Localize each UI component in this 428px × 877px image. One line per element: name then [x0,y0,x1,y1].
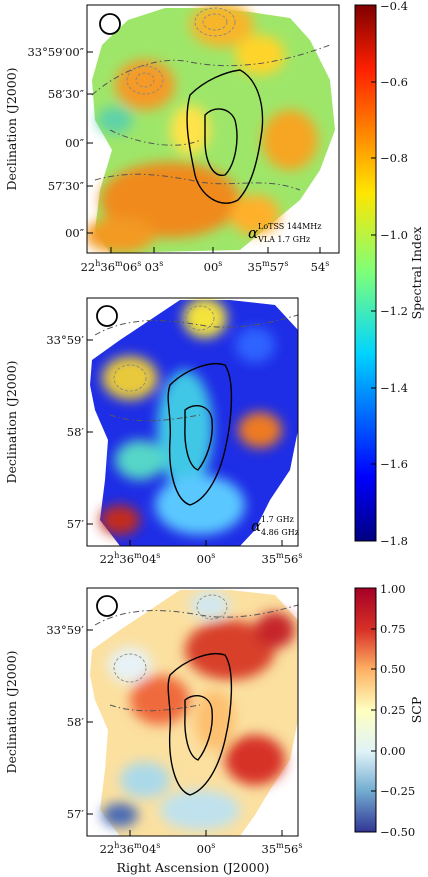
colorbar-tick-label: −1.6 [380,457,408,471]
annotation-alpha-top: α LoTSS 144MHz VLA 1.7 GHz [248,222,321,244]
ticks-top [87,51,321,253]
colorbar-tick-label: −0.4 [380,0,408,13]
colorbar-tick-label: −1.4 [380,381,408,395]
colorbar-ticks [371,4,376,542]
y-tick-label: 00″ [65,136,85,150]
x-tick-label: 54s [311,259,330,274]
y-tick-label: 33°59′00″ [27,45,84,59]
y-tick-label: 57′ [67,517,85,531]
colorbar-tick-label: 0.25 [380,703,406,717]
beam-marker [99,13,121,35]
colorbar-tick-label: −0.25 [380,784,415,798]
panel-top: 33°59′00″ 58′30″ 00″ 57′30″ 00″ 22h36m06… [4,4,340,274]
y-tick-label: 00″ [65,226,85,240]
x-tick-label: 22h36m06s [81,259,142,274]
panel-bottom-map [90,590,298,836]
x-tick-label: 00s [204,259,223,274]
y-tick-label: 58′30″ [48,87,85,101]
y-tick-label: 58′ [67,425,85,439]
svg-text:VLA 1.7 GHz: VLA 1.7 GHz [257,235,310,244]
panel-middle: 33°59′ 58′ 57′ 22h36m04s 00s 35m56s α 1.… [4,297,303,566]
x-tick-label: 22h36m04s [100,841,161,856]
x-axis-label: Right Ascension (J2000) [117,860,270,875]
y-tick-label: 57′ [67,807,85,821]
colorbar-scp: 1.00 0.75 0.50 0.25 0.00 −0.25 −0.50 SCP [354,582,424,839]
y-tick-label: 58′ [67,715,85,729]
colorbar-tick-label: −0.50 [380,825,415,839]
panel-top-map [87,5,335,253]
colorbar-tick-label: −1.2 [380,304,408,318]
colorbar-label: SCP [409,697,424,724]
svg-text:LoTSS 144MHz: LoTSS 144MHz [258,222,321,231]
x-tick-label: 35m56s [262,841,303,856]
x-tick-label: 03s [145,259,164,274]
y-axis-label: Declination (J2000) [4,67,19,190]
x-tick-label: 22h36m04s [100,551,161,566]
colorbar-tick-label: −1.8 [380,534,408,548]
svg-text:α: α [248,224,258,242]
y-axis-label: Declination (J2000) [4,650,19,773]
colorbar-spectral-index: −0.4 −0.6 −0.8 −1.0 −1.2 −1.4 −1.6 −1.8 … [354,0,424,548]
colorbar-tick-label: 0.50 [380,662,406,676]
colorbar-tick-label: 0.75 [380,622,406,636]
svg-text:α: α [251,517,261,535]
y-tick-label: 33°59′ [46,623,84,637]
colorbar-tick-label: −1.0 [380,228,408,242]
ticks-middle [87,339,283,546]
colorbar-label: Spectral Index [409,227,424,320]
colorbar-tick-label: −0.6 [380,75,408,89]
x-tick-label: 00s [197,551,216,566]
panel-middle-map [90,298,298,546]
x-tick-label: 00s [197,841,216,856]
colorbar-ticks [371,587,376,833]
colorbar-tick-label: 1.00 [380,582,406,596]
x-tick-label: 35m57s [248,259,289,274]
svg-text:1.7 GHz: 1.7 GHz [261,515,294,524]
y-tick-label: 33°59′ [46,333,84,347]
colorbar-tick-label: 0.00 [380,744,406,758]
beam-marker [96,305,118,327]
panel-bottom: 33°59′ 58′ 57′ 22h36m04s 00s 35m56s Righ… [4,587,303,875]
ticks-bottom [87,629,283,836]
y-tick-label: 57′30″ [48,179,85,193]
beam-marker [96,595,118,617]
svg-text:4.86 GHz: 4.86 GHz [261,528,299,537]
x-tick-label: 35m56s [262,551,303,566]
colorbar-tick-label: −0.8 [380,151,408,165]
annotation-alpha-middle: α 1.7 GHz 4.86 GHz [251,515,299,537]
y-axis-label: Declination (J2000) [4,360,19,483]
